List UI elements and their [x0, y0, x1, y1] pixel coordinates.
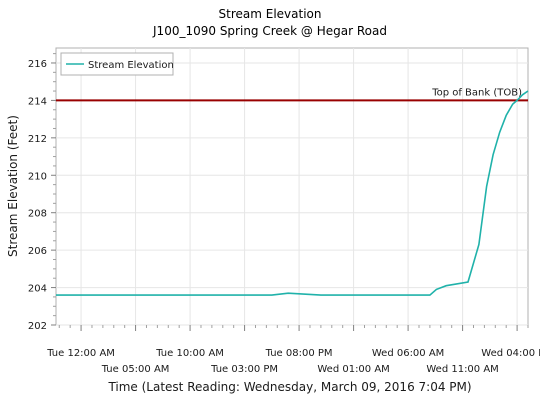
chart-title: Stream Elevation	[219, 7, 322, 21]
x-tick-label: Tue 03:00 PM	[210, 364, 278, 375]
y-tick-label: 214	[28, 96, 47, 107]
y-tick-label: 206	[28, 246, 47, 257]
legend: Stream Elevation	[60, 52, 174, 76]
top-of-bank-label: Top of Bank (TOB)	[431, 87, 522, 98]
y-axis-ticks: 202 204 206 208 210 212 214 216	[28, 53, 56, 332]
stream-elevation-series-line	[56, 90, 529, 296]
x-tick-label: Wed 11:00 AM	[426, 364, 498, 375]
plot-area	[55, 47, 529, 326]
y-tick-label: 212	[28, 134, 47, 145]
y-tick-label: 202	[28, 321, 47, 332]
x-tick-label: Tue 12:00 AM	[46, 348, 115, 359]
legend-label: Stream Elevation	[88, 60, 174, 71]
x-tick-label: Wed 06:00 AM	[372, 348, 444, 359]
y-tick-label: 204	[28, 284, 47, 295]
y-tick-label: 216	[28, 59, 47, 70]
chart-subtitle: J100_1090 Spring Creek @ Hegar Road	[152, 24, 387, 38]
y-axis-label: Stream Elevation (Feet)	[6, 115, 20, 257]
y-tick-label: 210	[28, 171, 47, 182]
x-tick-label: Tue 05:00 AM	[101, 364, 170, 375]
x-tick-label: Tue 08:00 PM	[265, 348, 333, 359]
x-tick-label: Wed 01:00 AM	[317, 364, 389, 375]
legend-box	[60, 52, 174, 76]
x-tick-label: Tue 10:00 AM	[155, 348, 224, 359]
x-axis-label: Time (Latest Reading: Wednesday, March 0…	[107, 380, 471, 394]
x-tick-label: Wed 04:00 PM	[481, 348, 540, 359]
y-tick-label: 208	[28, 209, 47, 220]
x-axis-ticks: Tue 12:00 AM Tue 10:00 AM Tue 08:00 PM Wed …	[46, 325, 540, 375]
